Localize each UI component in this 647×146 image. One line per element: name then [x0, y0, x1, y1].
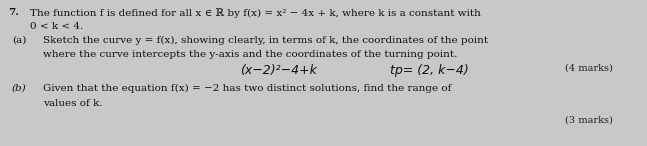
Text: where the curve intercepts the y-axis and the coordinates of the turning point.: where the curve intercepts the y-axis an… [43, 50, 457, 59]
Text: Sketch the curve y = f(x), showing clearly, in terms of k, the coordinates of th: Sketch the curve y = f(x), showing clear… [43, 36, 488, 45]
Text: The function f is defined for all x ∈ ℝ by f(x) = x² − 4x + k, where k is a cons: The function f is defined for all x ∈ ℝ … [30, 8, 481, 18]
Text: (x−2)²−4+k: (x−2)²−4+k [240, 64, 317, 77]
Text: (b): (b) [12, 84, 27, 93]
Text: (4 marks): (4 marks) [565, 64, 613, 73]
Text: values of k.: values of k. [43, 99, 102, 108]
Text: tp= (2, k−4): tp= (2, k−4) [390, 64, 468, 77]
Text: 0 < k < 4.: 0 < k < 4. [30, 22, 83, 31]
Text: Given that the equation f(x) = −2 has two distinct solutions, find the range of: Given that the equation f(x) = −2 has tw… [43, 84, 452, 93]
Text: (3 marks): (3 marks) [565, 116, 613, 125]
Text: 7.: 7. [8, 8, 19, 17]
Text: (a): (a) [12, 36, 27, 45]
